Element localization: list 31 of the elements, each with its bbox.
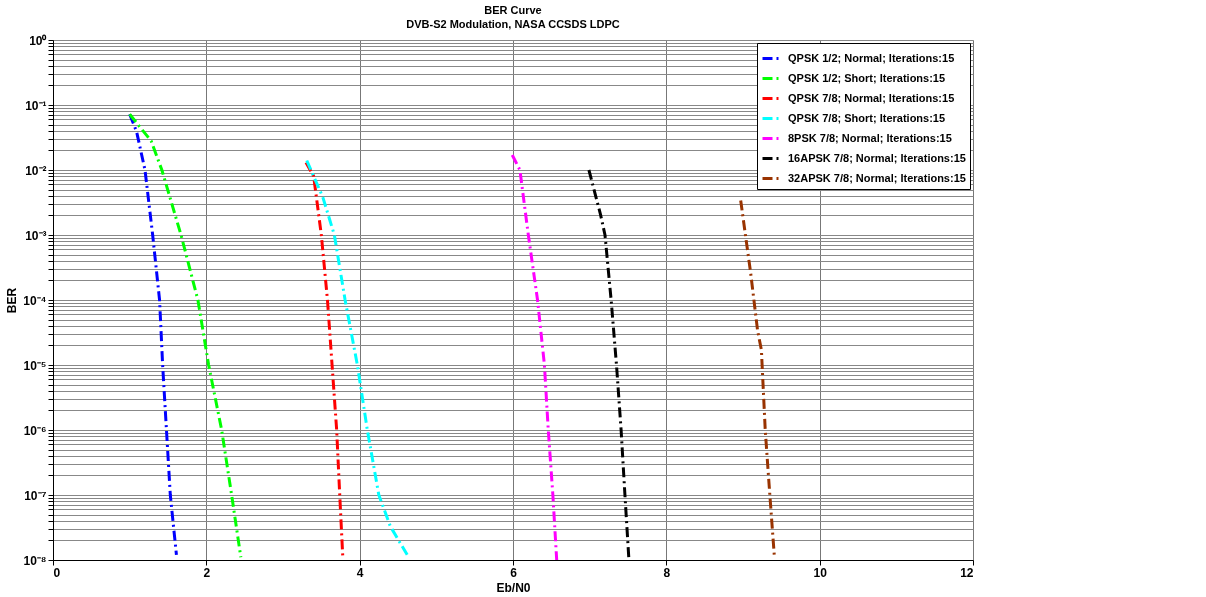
- x-tick-label: 2: [203, 565, 211, 580]
- y-tick-label: 10⁻¹: [25, 98, 47, 113]
- chart-subtitle: DVB-S2 Modulation, NASA CCSDS LDPC: [406, 18, 620, 30]
- y-tick-label: 10⁻⁶: [23, 423, 47, 438]
- y-tick-label: 10⁻⁸: [23, 553, 47, 568]
- legend-label: QPSK 1/2; Short; Iterations:15: [788, 71, 946, 84]
- line-series: [305, 159, 409, 557]
- x-tick-label: 12: [960, 565, 974, 580]
- legend-label: QPSK 7/8; Short; Iterations:15: [788, 111, 946, 124]
- y-tick-label: 10⁻⁷: [24, 488, 47, 503]
- y-axis-title: BER: [5, 287, 20, 314]
- y-tick-label: 10⁻³: [25, 228, 47, 243]
- y-tick-label: 10⁻²: [25, 163, 47, 178]
- line-series: [510, 153, 559, 562]
- line-series: [587, 168, 631, 559]
- legend-label: QPSK 7/8; Normal; Iterations:15: [788, 91, 955, 104]
- legend-label: 8PSK 7/8; Normal; Iterations:15: [788, 131, 952, 144]
- legend-label: 16APSK 7/8; Normal; Iterations:15: [788, 151, 966, 164]
- line-series: [128, 112, 243, 559]
- chart-title: BER Curve: [484, 4, 542, 16]
- y-tick-label: 10⁻⁴: [23, 293, 47, 308]
- x-tick-label: 6: [510, 565, 518, 580]
- x-axis-title: Eb/N0: [496, 580, 531, 595]
- x-tick-label: 4: [356, 565, 364, 580]
- legend-label: QPSK 1/2; Normal; Iterations:15: [788, 51, 955, 64]
- legend-label: 32APSK 7/8; Normal; Iterations:15: [788, 171, 966, 184]
- y-tick-label: 10⁻⁵: [23, 358, 47, 373]
- x-tick-label: 8: [663, 565, 671, 580]
- x-tick-label: 10: [813, 565, 828, 580]
- y-tick-label: 10⁰: [29, 33, 48, 48]
- x-tick-label: 0: [53, 565, 61, 580]
